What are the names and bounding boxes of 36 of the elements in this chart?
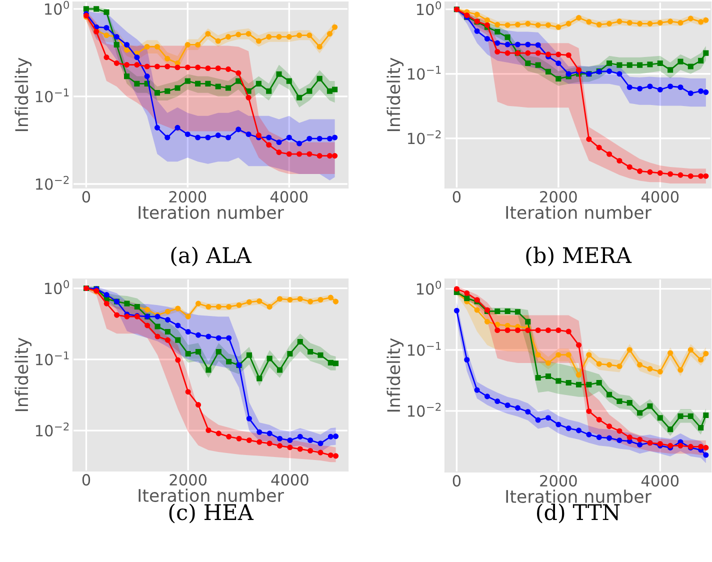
y-tick-label: 10$^{−1}$ xyxy=(36,351,69,366)
x-tick-label: 0 xyxy=(452,191,461,203)
x-tick-label: 2000 xyxy=(170,474,207,486)
text: (b) MERA xyxy=(526,246,632,266)
x-tick-label: 4000 xyxy=(271,474,308,486)
x-tick-label: 0 xyxy=(452,475,461,487)
y-tick-label: 10$^{−2}$ xyxy=(36,176,69,190)
y-tick-label: 10$^{0}$ xyxy=(417,1,442,16)
y-axis-title: Infidelity xyxy=(386,58,404,132)
y-axis-title: Infidelity xyxy=(386,338,404,412)
y-tick-label: 10$^{−2}$ xyxy=(36,422,69,436)
y-tick-label: 10$^{−1}$ xyxy=(36,88,69,102)
y-axis-title: Infidelity xyxy=(14,338,32,412)
text: (c) HEA xyxy=(169,504,254,524)
y-tick-label: 10$^{−1}$ xyxy=(408,66,441,80)
x-tick-label: 2000 xyxy=(169,191,206,203)
x-tick-label: 4000 xyxy=(641,191,679,203)
x-tick-label: 2000 xyxy=(540,475,577,487)
y-tick-label: 10$^{0}$ xyxy=(45,280,70,294)
x-tick-label: 0 xyxy=(82,474,90,486)
text: (d) TTN xyxy=(537,504,620,524)
text: (a) ALA xyxy=(171,246,252,266)
x-axis-title: Iteration number xyxy=(506,206,652,219)
y-tick-label: 10$^{0}$ xyxy=(417,280,442,295)
x-axis-title: Iteration number xyxy=(138,488,284,502)
y-tick-label: 10$^{−1}$ xyxy=(408,342,441,356)
x-axis-title: Iteration number xyxy=(138,206,284,219)
y-tick-label: 10$^{−2}$ xyxy=(408,130,441,144)
y-tick-label: 10$^{0}$ xyxy=(45,0,70,15)
x-tick-label: 4000 xyxy=(270,191,308,203)
x-tick-label: 2000 xyxy=(540,191,577,203)
x-axis-title: Iteration number xyxy=(506,490,652,503)
y-tick-label: 10$^{−2}$ xyxy=(408,402,441,417)
y-axis-title: Infidelity xyxy=(14,58,32,132)
x-tick-label: 0 xyxy=(82,191,90,203)
x-tick-label: 4000 xyxy=(641,475,679,487)
